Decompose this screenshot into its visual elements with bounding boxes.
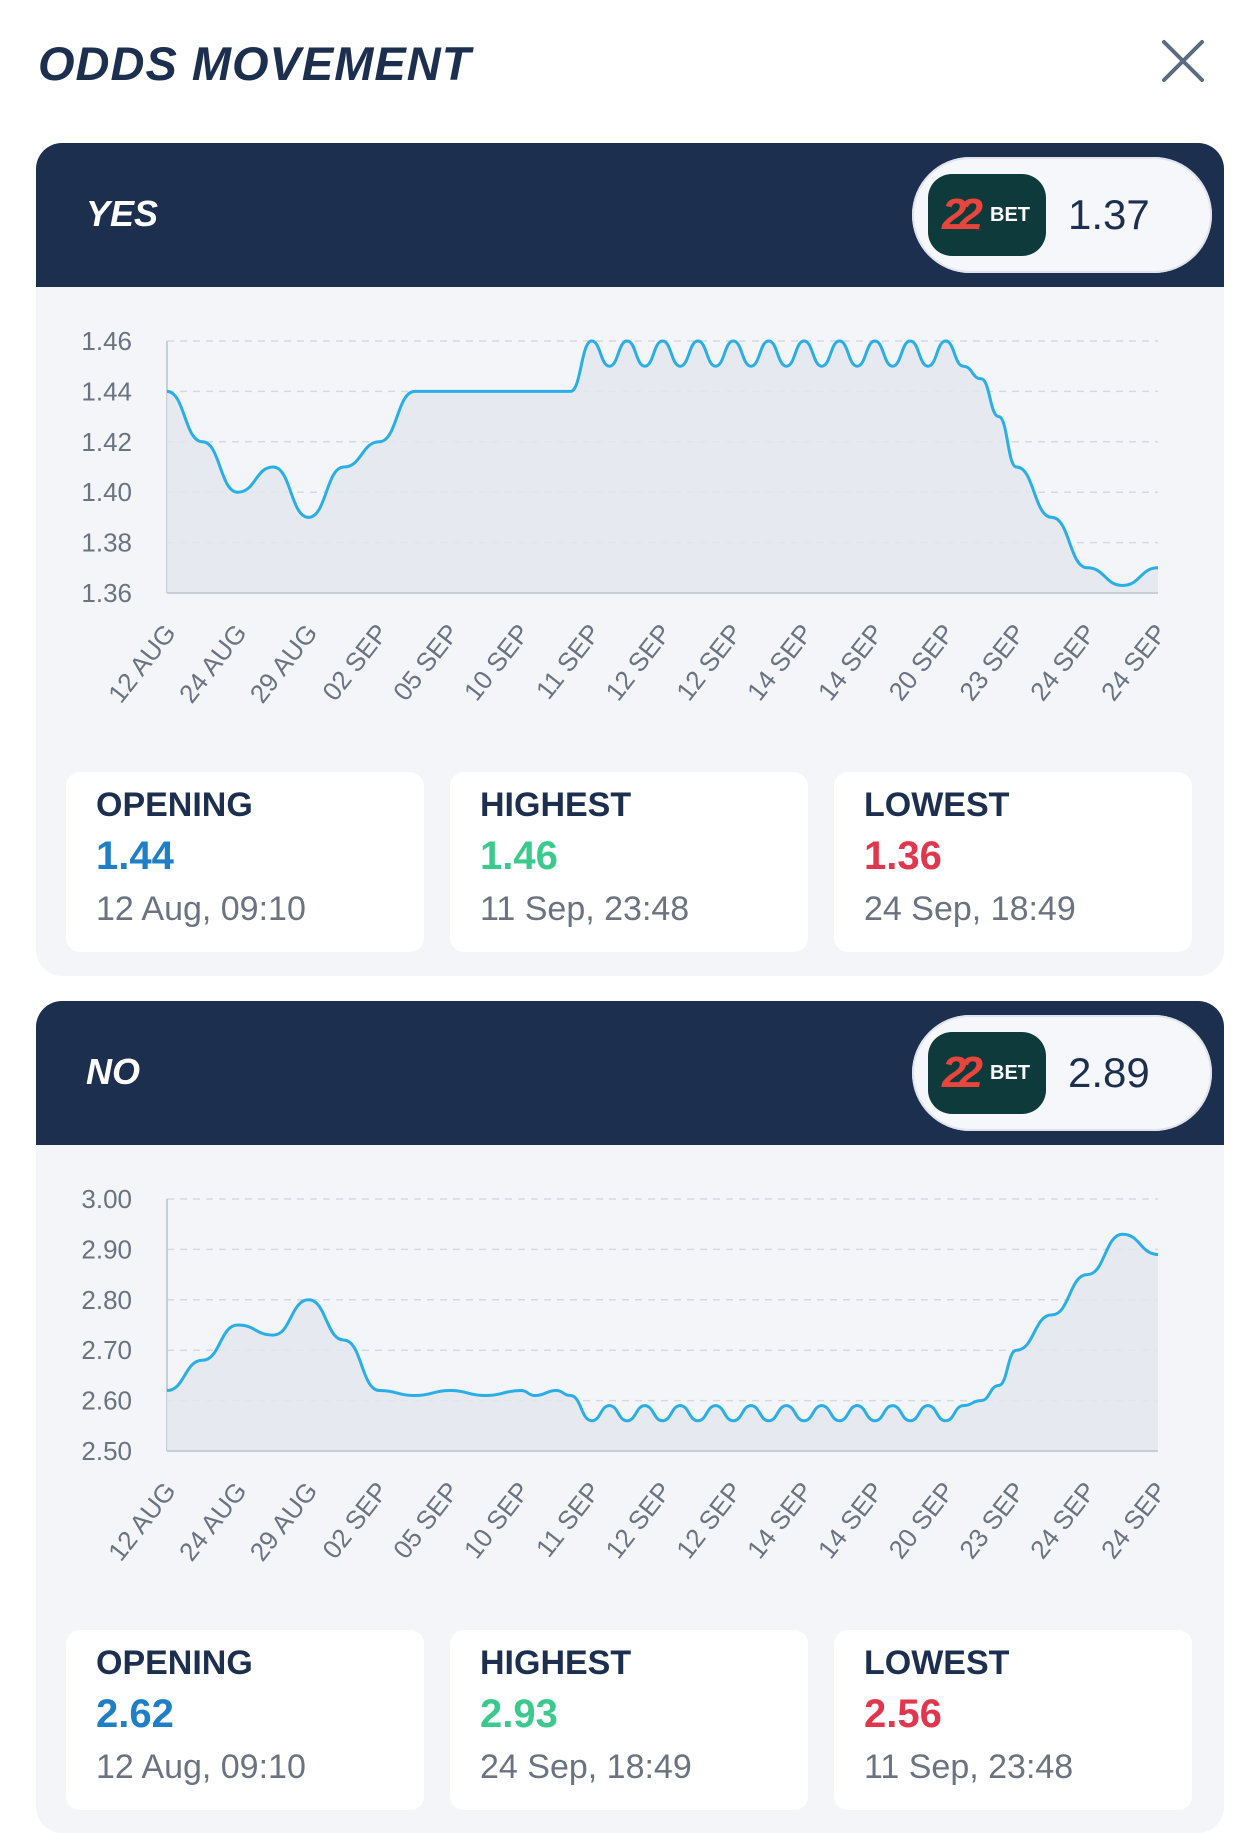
stat-highest: HIGHEST 1.46 11 Sep, 23:48 bbox=[450, 772, 808, 952]
stat-date: 11 Sep, 23:48 bbox=[864, 1748, 1074, 1786]
x-tick-label: 14 SEP bbox=[741, 618, 819, 706]
stat-value: 1.44 bbox=[96, 834, 174, 878]
y-tick-label: 2.50 bbox=[81, 1436, 132, 1466]
series-line bbox=[166, 1232, 1159, 1423]
market-header: YES 22 BET 1.37 bbox=[36, 143, 1224, 287]
bookmaker-logo-text: BET bbox=[990, 1062, 1030, 1084]
x-tick-label: 10 SEP bbox=[458, 1476, 536, 1564]
y-tick-label: 2.70 bbox=[81, 1335, 132, 1365]
bookmaker-logo: 22 BET bbox=[928, 174, 1046, 256]
x-tick-label: 29 AUG bbox=[244, 1476, 324, 1566]
current-odds: 1.37 bbox=[1068, 191, 1150, 238]
stat-label: OPENING bbox=[96, 786, 253, 824]
bookmaker-logo: 22 BET bbox=[928, 1032, 1046, 1114]
page-title: ODDS MOVEMENT bbox=[38, 37, 472, 90]
x-tick-label: 24 SEP bbox=[1024, 1476, 1102, 1564]
stat-value: 1.36 bbox=[864, 834, 942, 878]
y-tick-label: 1.38 bbox=[81, 528, 132, 558]
x-tick-label: 23 SEP bbox=[953, 618, 1031, 706]
x-tick-label: 24 SEP bbox=[1095, 618, 1173, 706]
x-tick-label: 14 SEP bbox=[741, 1476, 819, 1564]
x-tick-label: 05 SEP bbox=[387, 1476, 465, 1564]
stat-date: 24 Sep, 18:49 bbox=[864, 890, 1076, 928]
stat-value: 1.46 bbox=[480, 834, 558, 878]
stat-value: 2.62 bbox=[96, 1692, 174, 1736]
x-tick-label: 12 SEP bbox=[670, 1476, 748, 1564]
bookmaker-logo-number: 22 bbox=[942, 1048, 983, 1097]
x-tick-label: 11 SEP bbox=[530, 618, 607, 704]
series-area bbox=[167, 341, 1158, 593]
x-tick-label: 23 SEP bbox=[953, 1476, 1031, 1564]
stat-date: 12 Aug, 09:10 bbox=[96, 890, 306, 928]
stat-label: OPENING bbox=[96, 1644, 253, 1682]
y-tick-label: 2.60 bbox=[81, 1386, 132, 1416]
x-tick-label: 10 SEP bbox=[458, 618, 536, 706]
stat-highest: HIGHEST 2.93 24 Sep, 18:49 bbox=[450, 1630, 808, 1810]
stat-label: LOWEST bbox=[864, 786, 1010, 824]
current-odds: 2.89 bbox=[1068, 1049, 1150, 1096]
market-label: NO bbox=[86, 1051, 140, 1092]
x-tick-label: 02 SEP bbox=[316, 1476, 394, 1564]
stat-label: HIGHEST bbox=[480, 1644, 632, 1682]
bookmaker-logo-text: BET bbox=[990, 204, 1030, 226]
y-tick-label: 1.46 bbox=[81, 326, 132, 356]
market-label: YES bbox=[86, 193, 159, 234]
x-tick-label: 12 SEP bbox=[670, 618, 748, 706]
stat-date: 11 Sep, 23:48 bbox=[480, 890, 690, 928]
stat-value: 2.56 bbox=[864, 1692, 942, 1736]
stat-date: 12 Aug, 09:10 bbox=[96, 1748, 306, 1786]
bookmaker-odds-button[interactable]: 22 BET 2.89 bbox=[912, 1015, 1212, 1131]
odds-chart-no: 3.00 2.90 2.80 2.70 2.60 2.50 12 AUG 24 AUG 29 A… bbox=[36, 1145, 1224, 1585]
x-tick-label: 05 SEP bbox=[387, 618, 465, 706]
x-tick-label: 12 SEP bbox=[599, 1476, 677, 1564]
x-tick-label: 02 SEP bbox=[316, 618, 394, 706]
y-tick-label: 3.00 bbox=[81, 1184, 132, 1214]
market-header: NO 22 BET 2.89 bbox=[36, 1001, 1224, 1145]
stat-lowest: LOWEST 1.36 24 Sep, 18:49 bbox=[834, 772, 1192, 952]
x-tick-label: 12 SEP bbox=[599, 618, 677, 706]
x-tick-label: 24 AUG bbox=[173, 618, 253, 708]
x-tick-label: 14 SEP bbox=[812, 1476, 890, 1564]
market-card-yes: YES 22 BET 1.37 1.46 1.44 1.42 1.40 1.38 1.36… bbox=[36, 143, 1224, 976]
stat-date: 24 Sep, 18:49 bbox=[480, 1748, 692, 1786]
y-tick-label: 2.90 bbox=[81, 1234, 132, 1264]
stat-label: HIGHEST bbox=[480, 786, 632, 824]
x-tick-label: 24 SEP bbox=[1095, 1476, 1173, 1564]
close-icon[interactable] bbox=[1158, 36, 1208, 86]
x-tick-label: 24 AUG bbox=[173, 1476, 253, 1566]
y-tick-label: 1.42 bbox=[81, 427, 132, 457]
y-tick-label: 1.36 bbox=[81, 578, 132, 608]
x-tick-label: 20 SEP bbox=[882, 1476, 960, 1564]
stat-lowest: LOWEST 2.56 11 Sep, 23:48 bbox=[834, 1630, 1192, 1810]
series-line bbox=[166, 339, 1159, 587]
x-tick-label: 12 AUG bbox=[102, 618, 182, 708]
y-tick-label: 2.80 bbox=[81, 1285, 132, 1315]
odds-chart-yes: 1.46 1.44 1.42 1.40 1.38 1.36 12 AUG 24 AUG 29 A… bbox=[36, 287, 1224, 727]
x-tick-label: 20 SEP bbox=[882, 618, 960, 706]
x-tick-label: 24 SEP bbox=[1024, 618, 1102, 706]
bookmaker-odds-button[interactable]: 22 BET 1.37 bbox=[912, 157, 1212, 273]
x-tick-label: 11 SEP bbox=[530, 1476, 607, 1562]
market-card-no: NO 22 BET 2.89 3.00 2.90 2.80 2.70 2.60 2.50 1… bbox=[36, 1001, 1224, 1833]
y-tick-label: 1.40 bbox=[81, 477, 132, 507]
stat-opening: OPENING 1.44 12 Aug, 09:10 bbox=[66, 772, 424, 952]
x-tick-label: 29 AUG bbox=[244, 618, 324, 708]
y-tick-label: 1.44 bbox=[81, 376, 132, 406]
stat-opening: OPENING 2.62 12 Aug, 09:10 bbox=[66, 1630, 424, 1810]
x-tick-label: 12 AUG bbox=[102, 1476, 182, 1566]
stat-label: LOWEST bbox=[864, 1644, 1010, 1682]
stat-value: 2.93 bbox=[480, 1692, 558, 1736]
bookmaker-logo-number: 22 bbox=[942, 190, 983, 239]
series-area bbox=[167, 1234, 1158, 1451]
x-tick-label: 14 SEP bbox=[812, 618, 890, 706]
